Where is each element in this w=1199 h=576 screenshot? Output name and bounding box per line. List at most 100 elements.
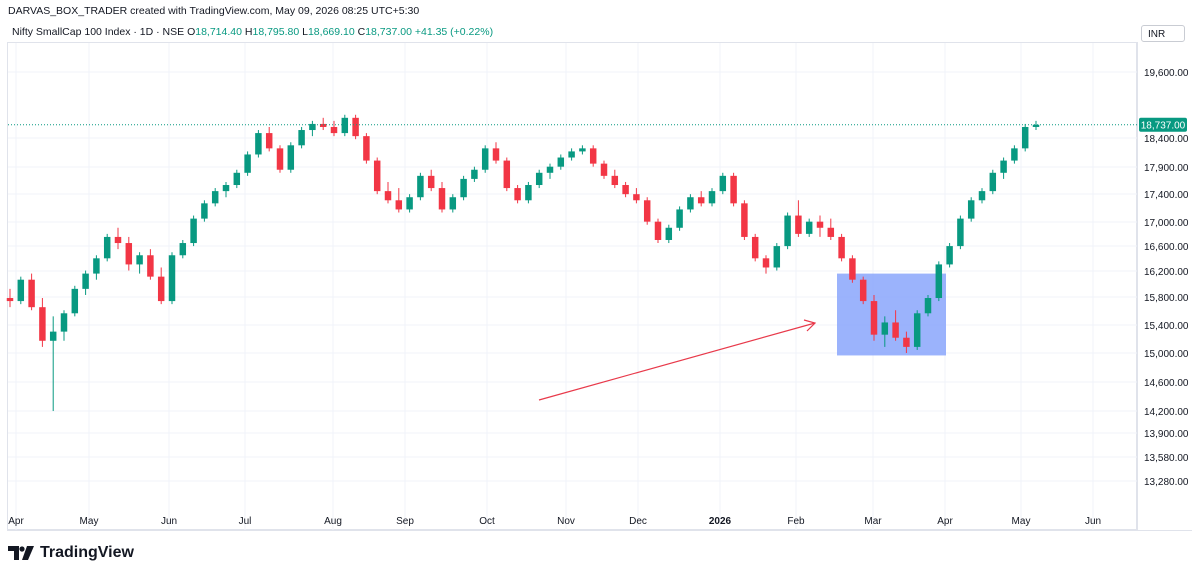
candle-body: [1000, 160, 1007, 173]
change-value: +41.35 (+0.22%): [414, 26, 494, 38]
candle-body: [881, 322, 889, 335]
low-label: L: [302, 26, 308, 38]
candle-body: [600, 163, 608, 176]
candle-body: [276, 148, 284, 170]
candle-body: [244, 154, 251, 173]
tradingview-logo[interactable]: TradingView: [8, 544, 134, 562]
grid-lines: [8, 43, 1137, 530]
candle-body: [784, 215, 791, 247]
candle-body: [957, 218, 964, 247]
candle-body: [946, 246, 953, 265]
candle-body: [989, 172, 997, 192]
candle-body: [449, 197, 457, 210]
high-value: 18,795.80: [252, 26, 300, 38]
candle-body: [535, 172, 543, 186]
close-label: C: [357, 26, 366, 38]
high-label: H: [244, 26, 253, 38]
candle-body: [427, 175, 435, 189]
candle-body: [330, 126, 338, 134]
candle-body: [546, 166, 554, 173]
candle-body: [481, 148, 489, 170]
x-tick-label: Feb: [787, 516, 805, 527]
x-tick-label: 2026: [709, 516, 732, 527]
candle-body: [136, 255, 143, 265]
current-price-label: 18,737.00: [1141, 121, 1186, 132]
candle-body: [913, 313, 921, 347]
symbol-name[interactable]: Nifty SmallCap 100 Index · 1D · NSE: [12, 26, 185, 38]
attribution-text: DARVAS_BOX_TRADER created with TradingVi…: [8, 5, 420, 17]
candle-body: [978, 191, 986, 201]
close-value: 18,737.00: [365, 26, 412, 38]
open-label: O: [187, 26, 196, 38]
candle-body: [125, 243, 133, 265]
candle-body: [6, 298, 14, 302]
candle-body: [492, 148, 500, 161]
y-tick-label: 16,600.00: [1144, 242, 1189, 253]
brand-name: TradingView: [40, 544, 134, 561]
candle-body: [93, 258, 100, 274]
candle-body: [557, 157, 565, 167]
candle-body: [471, 169, 478, 179]
x-tick-label: Jun: [161, 516, 177, 527]
chart-pane[interactable]: [7, 42, 1137, 530]
arrow-annotation: [538, 319, 817, 401]
candle-body: [773, 246, 781, 268]
low-value: 18,669.10: [307, 26, 355, 38]
currency-button[interactable]: INR: [1141, 25, 1185, 42]
price-axis: 19,600.00 18,400.00 17,900.00 17,400.00 17,0…: [8, 68, 1189, 488]
candle-body: [298, 130, 305, 146]
candle-body: [622, 185, 629, 195]
candle-body: [795, 215, 802, 234]
candle-body: [935, 264, 943, 299]
time-scale-border: [7, 530, 1192, 531]
time-axis: Apr May Jun Jul Aug Sep Oct Nov Dec 2026 Feb Mar Apr…: [8, 516, 1101, 527]
candle-body: [233, 172, 241, 186]
candle-body: [168, 255, 176, 302]
x-tick-label: Dec: [629, 516, 647, 527]
candle-body: [633, 194, 640, 201]
candle-body: [741, 203, 748, 237]
y-tick-label: 15,800.00: [1144, 293, 1189, 304]
candle-body: [1032, 124, 1040, 127]
candle-body: [438, 188, 446, 210]
y-tick-label: 14,200.00: [1144, 407, 1189, 418]
candle-body: [265, 133, 273, 149]
candle-body: [676, 209, 683, 228]
y-tick-label: 19,600.00: [1144, 68, 1189, 79]
candle-body: [114, 236, 122, 244]
y-tick-label: 14,600.00: [1144, 378, 1189, 389]
x-tick-label: Sep: [396, 516, 414, 527]
y-tick-label: 15,400.00: [1144, 321, 1189, 332]
symbol-legend: Nifty SmallCap 100 Index · 1D · NSE O18,…: [12, 26, 493, 38]
x-tick-label: Apr: [8, 516, 24, 527]
candle-body: [503, 160, 511, 189]
candle-body: [514, 188, 521, 201]
candle-series: [6, 114, 1040, 412]
y-tick-label: 18,400.00: [1144, 134, 1189, 145]
candle-body: [460, 178, 467, 198]
candle-body: [28, 279, 35, 308]
candle-body: [222, 185, 230, 192]
candle-body: [589, 148, 597, 164]
candle-body: [805, 221, 813, 234]
x-tick-label: Jun: [1085, 516, 1101, 527]
candle-body: [255, 133, 262, 155]
candle-body: [147, 255, 154, 277]
candle-body: [892, 322, 899, 338]
candle-body: [201, 203, 208, 219]
candle-body: [17, 279, 25, 302]
candle-body: [838, 236, 845, 259]
open-value: 18,714.40: [195, 26, 242, 38]
x-tick-label: May: [1012, 516, 1031, 527]
candle-body: [1011, 148, 1018, 161]
candle-body: [719, 175, 727, 192]
candle-body: [71, 288, 79, 314]
darvas-box: [837, 273, 946, 356]
tradingview-logo-icon: [8, 546, 34, 560]
candle-body: [395, 200, 403, 210]
candle-body: [665, 227, 673, 240]
candle-body: [579, 148, 586, 152]
y-tick-label: 15,000.00: [1144, 349, 1189, 360]
current-price-label-bg: [1139, 117, 1187, 132]
